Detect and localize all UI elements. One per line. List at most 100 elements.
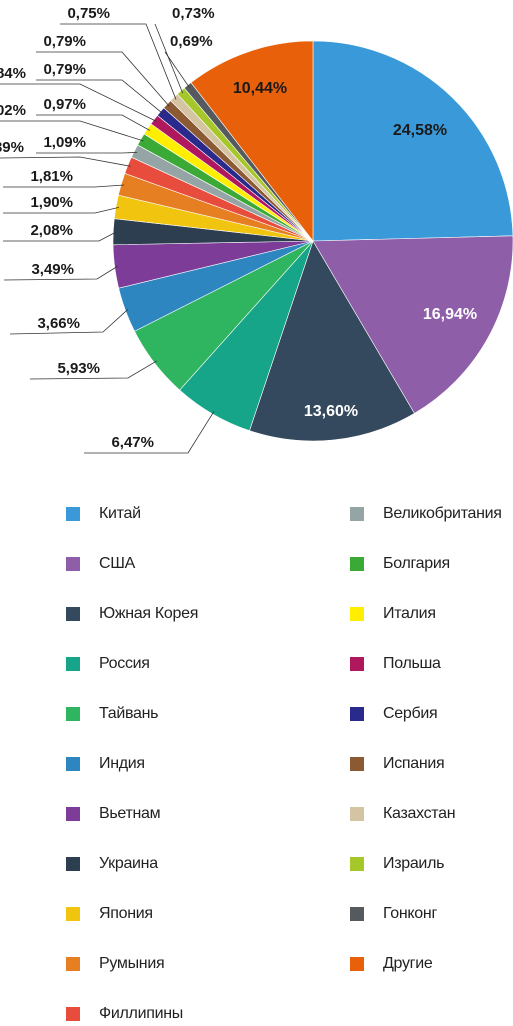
legend-label: Израиль: [383, 855, 445, 872]
legend-item: Израиль: [350, 854, 444, 874]
pie-chart: 24,58% 16,94% 13,60% 6,47% 5,93% 3,66% 3,49% 2,…: [0, 5, 513, 454]
legend-item: Китай: [66, 504, 141, 524]
legend-swatch: [350, 857, 364, 871]
data-label: 1,02%: [0, 102, 26, 119]
legend-label: Китай: [99, 505, 141, 522]
leader-line: [3, 206, 119, 214]
data-label: 1,90%: [30, 194, 73, 211]
legend-item: Италия: [350, 604, 436, 624]
legend-label: Украина: [99, 855, 158, 872]
data-label: 0,97%: [43, 96, 86, 113]
legend-label: Тайвань: [99, 705, 159, 722]
legend-item: Румыния: [66, 954, 165, 974]
legend-label: Гонконг: [383, 905, 437, 922]
legend-swatch: [66, 807, 80, 821]
data-label: 13,60%: [304, 403, 358, 420]
data-label: 1,39%: [0, 139, 24, 156]
legend-swatch: [350, 807, 364, 821]
data-label: 10,44%: [233, 80, 287, 97]
data-label: 0,84%: [0, 65, 26, 82]
data-label: 0,79%: [43, 33, 86, 50]
legend-swatch: [350, 607, 364, 621]
legend-label: Испания: [383, 755, 445, 772]
legend-item: Вьетнам: [66, 804, 161, 824]
data-label: 0,73%: [172, 5, 215, 22]
leader-line: [3, 265, 118, 281]
legend-item: Украина: [66, 854, 158, 874]
legend-swatch: [350, 757, 364, 771]
leader-line: [84, 411, 215, 454]
legend-label: Филлипины: [99, 1005, 183, 1022]
leader-line: [36, 79, 164, 114]
legend-swatch: [350, 957, 364, 971]
legend-item: Сербия: [350, 704, 438, 724]
legend-swatch: [350, 557, 364, 571]
legend-label: Япония: [99, 905, 153, 922]
legend-swatch: [66, 507, 80, 521]
legend-label: Италия: [383, 605, 436, 622]
legend-label: Индия: [99, 755, 145, 772]
legend-item: Великобритания: [350, 504, 502, 524]
leader-line: [36, 114, 151, 131]
legend-label: Польша: [383, 655, 441, 672]
leader-line: [29, 360, 157, 380]
pie-slice: [249, 240, 415, 442]
legend-item: Южная Корея: [66, 604, 198, 624]
legend-swatch: [66, 557, 80, 571]
data-label: 6,47%: [111, 434, 154, 451]
data-label: 5,93%: [57, 360, 100, 377]
data-label: 24,58%: [393, 122, 447, 139]
leader-line: [3, 184, 125, 188]
data-label: 0,79%: [43, 61, 86, 78]
legend-item: Тайвань: [66, 704, 158, 724]
leader-line: [9, 308, 129, 335]
legend-swatch: [350, 507, 364, 521]
data-label: 3,49%: [31, 261, 74, 278]
legend-swatch: [66, 857, 80, 871]
leader-line: [164, 51, 190, 88]
legend-swatch: [66, 657, 80, 671]
leader-line: [154, 23, 184, 94]
legend-swatch: [350, 707, 364, 721]
legend-label: Румыния: [99, 955, 165, 972]
legend-label: США: [99, 555, 135, 572]
leader-line: [36, 151, 138, 154]
legend-label: Сербия: [383, 705, 438, 722]
leader-line: [0, 83, 157, 122]
legend-item: США: [66, 554, 135, 574]
data-label: 1,09%: [43, 134, 86, 151]
legend-item: Россия: [66, 654, 150, 674]
pie-slice: [312, 235, 513, 414]
legend-label: Болгария: [383, 555, 450, 572]
legend-item: Другие: [350, 954, 433, 974]
legend-label: Казахстан: [383, 805, 456, 822]
data-label: 0,69%: [170, 33, 213, 50]
legend-item: Испания: [350, 754, 445, 774]
leader-line: [3, 231, 117, 242]
legend-item: Польша: [350, 654, 441, 674]
legend-swatch: [66, 707, 80, 721]
legend-swatch: [66, 957, 80, 971]
legend-label: Южная Корея: [99, 605, 199, 622]
data-label: 1,81%: [30, 168, 73, 185]
pie-slice: [190, 40, 314, 242]
legend-item: Япония: [66, 904, 153, 924]
leader-line: [60, 23, 177, 100]
legend-item: Филлипины: [66, 1004, 183, 1024]
leader-line: [0, 156, 131, 167]
legend-swatch: [350, 657, 364, 671]
legend-item: Казахстан: [350, 804, 456, 824]
legend-label: Другие: [383, 955, 433, 972]
legend-swatch: [66, 607, 80, 621]
legend-label: Великобритания: [383, 505, 502, 522]
legend-label: Вьетнам: [99, 805, 161, 822]
leader-line: [0, 120, 144, 142]
legend-swatch: [66, 907, 80, 921]
leader-line: [36, 51, 170, 107]
data-label: 3,66%: [37, 315, 80, 332]
legend-item: Гонконг: [350, 904, 437, 924]
data-label: 2,08%: [30, 222, 73, 239]
data-label: 0,75%: [67, 5, 110, 22]
data-label: 16,94%: [423, 306, 477, 323]
legend-swatch: [66, 1007, 80, 1021]
